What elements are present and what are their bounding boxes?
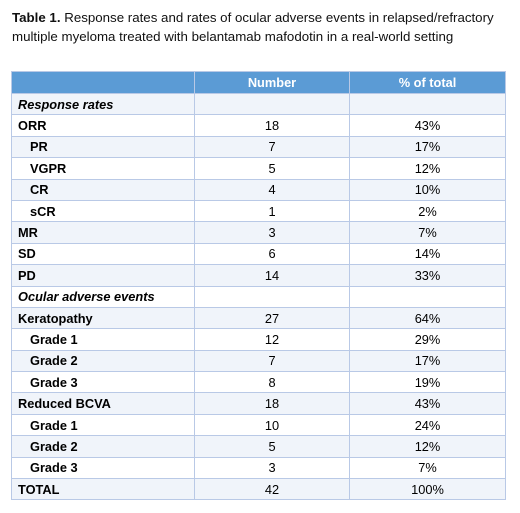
table-caption: Table 1. Response rates and rates of ocu… bbox=[12, 8, 508, 46]
row-label: sCR bbox=[11, 199, 195, 223]
section-row: Ocular adverse events bbox=[11, 285, 506, 308]
table-row: Grade 1 12 29% bbox=[11, 328, 506, 351]
row-number: 5 bbox=[194, 435, 350, 458]
results-table-container: Number % of total Response rates ORR 18 43%… bbox=[11, 71, 507, 501]
row-percent bbox=[349, 285, 506, 308]
row-label: Grade 1 bbox=[11, 413, 195, 437]
row-label: PD bbox=[11, 264, 195, 287]
row-number bbox=[194, 92, 350, 116]
row-number: 7 bbox=[194, 349, 350, 373]
row-label: Grade 3 bbox=[11, 456, 195, 480]
row-percent: 64% bbox=[349, 306, 506, 330]
row-label: CR bbox=[11, 178, 195, 201]
row-percent: 12% bbox=[349, 435, 506, 458]
table-row: Grade 3 8 19% bbox=[11, 371, 506, 394]
row-percent: 24% bbox=[349, 413, 506, 437]
row-percent bbox=[349, 92, 506, 116]
row-percent: 12% bbox=[349, 157, 506, 180]
row-number: 4 bbox=[194, 178, 350, 201]
row-percent: 17% bbox=[349, 349, 506, 373]
caption-text: Response rates and rates of ocular adver… bbox=[12, 10, 494, 44]
header-row: Number % of total bbox=[11, 71, 506, 94]
table-row: ORR 18 43% bbox=[11, 114, 506, 137]
row-label: TOTAL bbox=[11, 478, 195, 501]
table-row: Grade 2 7 17% bbox=[11, 349, 506, 373]
table-row: TOTAL 42 100% bbox=[11, 478, 506, 501]
row-percent: 2% bbox=[349, 199, 506, 223]
table-header: Number % of total bbox=[11, 71, 506, 94]
row-number: 7 bbox=[194, 135, 350, 159]
row-label: Keratopathy bbox=[11, 306, 195, 330]
row-percent: 29% bbox=[349, 328, 506, 351]
row-percent: 7% bbox=[349, 221, 506, 244]
row-number: 8 bbox=[194, 371, 350, 394]
row-percent: 14% bbox=[349, 242, 506, 266]
row-label: Grade 3 bbox=[11, 371, 195, 394]
table-row: PR 7 17% bbox=[11, 135, 506, 159]
row-label: VGPR bbox=[11, 157, 195, 180]
row-label: Reduced BCVA bbox=[11, 392, 195, 415]
table-row: Keratopathy 27 64% bbox=[11, 306, 506, 330]
row-number: 3 bbox=[194, 221, 350, 244]
header-cell-number: Number bbox=[194, 71, 350, 94]
row-number: 6 bbox=[194, 242, 350, 266]
table-row: PD 14 33% bbox=[11, 264, 506, 287]
table-row: VGPR 5 12% bbox=[11, 157, 506, 180]
row-percent: 33% bbox=[349, 264, 506, 287]
row-label: Grade 2 bbox=[11, 349, 195, 373]
row-label: Ocular adverse events bbox=[11, 285, 195, 308]
row-number: 12 bbox=[194, 328, 350, 351]
row-number: 5 bbox=[194, 157, 350, 180]
row-number: 3 bbox=[194, 456, 350, 480]
row-label: Grade 1 bbox=[11, 328, 195, 351]
table-row: Grade 3 3 7% bbox=[11, 456, 506, 480]
row-percent: 10% bbox=[349, 178, 506, 201]
row-number: 1 bbox=[194, 199, 350, 223]
caption-prefix: Table 1. bbox=[12, 10, 61, 25]
row-percent: 43% bbox=[349, 114, 506, 137]
table-row: Grade 1 10 24% bbox=[11, 413, 506, 437]
table-row: CR 4 10% bbox=[11, 178, 506, 201]
table-row: MR 3 7% bbox=[11, 221, 506, 244]
table-row: Reduced BCVA 18 43% bbox=[11, 392, 506, 415]
row-label: Grade 2 bbox=[11, 435, 195, 458]
table-row: SD 6 14% bbox=[11, 242, 506, 266]
row-number: 42 bbox=[194, 478, 350, 501]
row-percent: 19% bbox=[349, 371, 506, 394]
row-percent: 7% bbox=[349, 456, 506, 480]
row-label: SD bbox=[11, 242, 195, 266]
row-number: 14 bbox=[194, 264, 350, 287]
table-row: sCR 1 2% bbox=[11, 199, 506, 223]
row-number: 18 bbox=[194, 114, 350, 137]
row-percent: 43% bbox=[349, 392, 506, 415]
row-percent: 17% bbox=[349, 135, 506, 159]
section-row: Response rates bbox=[11, 92, 506, 116]
row-percent: 100% bbox=[349, 478, 506, 501]
table-row: Grade 2 5 12% bbox=[11, 435, 506, 458]
row-number bbox=[194, 285, 350, 308]
results-table: Number % of total Response rates ORR 18 43%… bbox=[11, 71, 506, 501]
row-label: MR bbox=[11, 221, 195, 244]
header-cell-label bbox=[11, 71, 195, 94]
row-number: 10 bbox=[194, 413, 350, 437]
row-number: 18 bbox=[194, 392, 350, 415]
row-label: Response rates bbox=[11, 92, 195, 116]
header-cell-percent: % of total bbox=[349, 71, 506, 94]
row-label: PR bbox=[11, 135, 195, 159]
row-number: 27 bbox=[194, 306, 350, 330]
table-body: Response rates ORR 18 43% PR 7 17% VGPR 5 12% CR 4 1… bbox=[11, 92, 506, 501]
row-label: ORR bbox=[11, 114, 195, 137]
